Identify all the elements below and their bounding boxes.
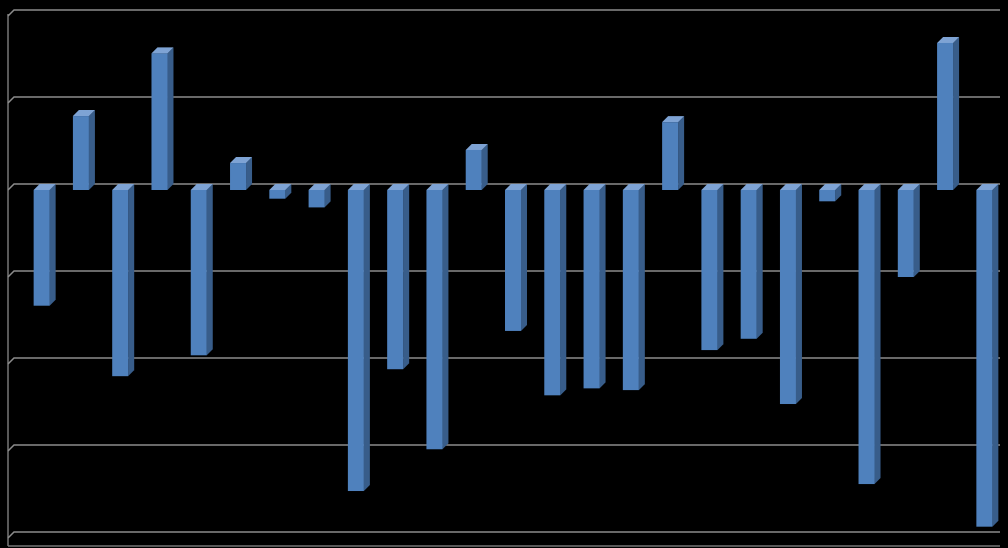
bar-side xyxy=(835,184,842,202)
bar-top xyxy=(819,184,842,190)
bar xyxy=(858,190,875,485)
grid-line xyxy=(7,9,1000,17)
bar-top xyxy=(426,184,449,190)
bar-side xyxy=(599,184,606,389)
bar-top xyxy=(505,184,527,190)
bar xyxy=(72,116,89,190)
bar-side xyxy=(442,184,449,450)
bar-top xyxy=(937,36,960,43)
bar-top xyxy=(230,157,253,164)
bar xyxy=(230,163,247,190)
bar-top xyxy=(347,184,370,190)
bar-side xyxy=(363,184,370,492)
bar xyxy=(583,190,600,389)
bar-side xyxy=(795,184,802,405)
bar xyxy=(347,190,364,492)
grid-line xyxy=(7,96,1000,104)
bar xyxy=(387,190,404,370)
bar-side xyxy=(992,184,999,527)
bar xyxy=(622,190,639,391)
bar-top xyxy=(544,184,567,190)
bar xyxy=(937,42,954,190)
bar xyxy=(976,190,993,527)
bar-side xyxy=(874,184,881,485)
bar-top xyxy=(858,184,881,190)
bar-top xyxy=(583,184,606,190)
bar-side xyxy=(285,184,292,199)
bar-side xyxy=(481,143,488,190)
bar xyxy=(662,122,679,190)
bar-side xyxy=(638,184,645,391)
bar-top xyxy=(33,184,56,190)
bar xyxy=(33,190,50,306)
bar xyxy=(465,149,482,190)
bar-top xyxy=(387,184,410,190)
bar xyxy=(897,190,914,277)
bar-side xyxy=(756,184,763,339)
bar-top xyxy=(662,116,685,123)
bar-top xyxy=(308,184,331,190)
bar xyxy=(269,190,286,199)
bar-top xyxy=(269,184,292,190)
bar-side xyxy=(521,184,527,331)
grid-line xyxy=(7,444,1000,452)
grid-line xyxy=(7,531,1000,539)
bar xyxy=(779,190,796,405)
bar-side xyxy=(324,184,331,208)
bar-side xyxy=(49,184,56,306)
bar-side xyxy=(167,47,174,190)
bar-top xyxy=(976,184,999,190)
bar-top xyxy=(72,110,95,117)
bar xyxy=(505,190,521,331)
bar-side xyxy=(206,184,213,356)
bar-top xyxy=(701,184,724,190)
bar-side xyxy=(88,110,95,190)
bar-top xyxy=(190,184,213,190)
bar xyxy=(819,190,836,202)
bar-side xyxy=(678,116,685,190)
bar xyxy=(701,190,718,351)
bar xyxy=(544,190,561,396)
bar-side xyxy=(717,184,724,351)
bar xyxy=(151,53,168,190)
bar xyxy=(308,190,325,208)
bar-side xyxy=(953,36,960,190)
bar-top xyxy=(151,47,174,54)
grid-line xyxy=(7,270,1000,278)
bar xyxy=(740,190,757,339)
grid-line xyxy=(7,357,1000,365)
bar-top xyxy=(897,184,920,190)
bar-top xyxy=(112,184,135,190)
bar-side xyxy=(403,184,410,370)
bar-top xyxy=(465,143,488,150)
bar xyxy=(190,190,207,356)
bar-side xyxy=(128,184,135,377)
bar xyxy=(112,190,129,377)
bar-side xyxy=(246,157,253,190)
bar-side xyxy=(913,184,920,277)
bar-top xyxy=(740,184,763,190)
bar-top xyxy=(622,184,645,190)
bar xyxy=(426,190,443,450)
bar-top xyxy=(779,184,802,190)
bar-side xyxy=(560,184,567,396)
